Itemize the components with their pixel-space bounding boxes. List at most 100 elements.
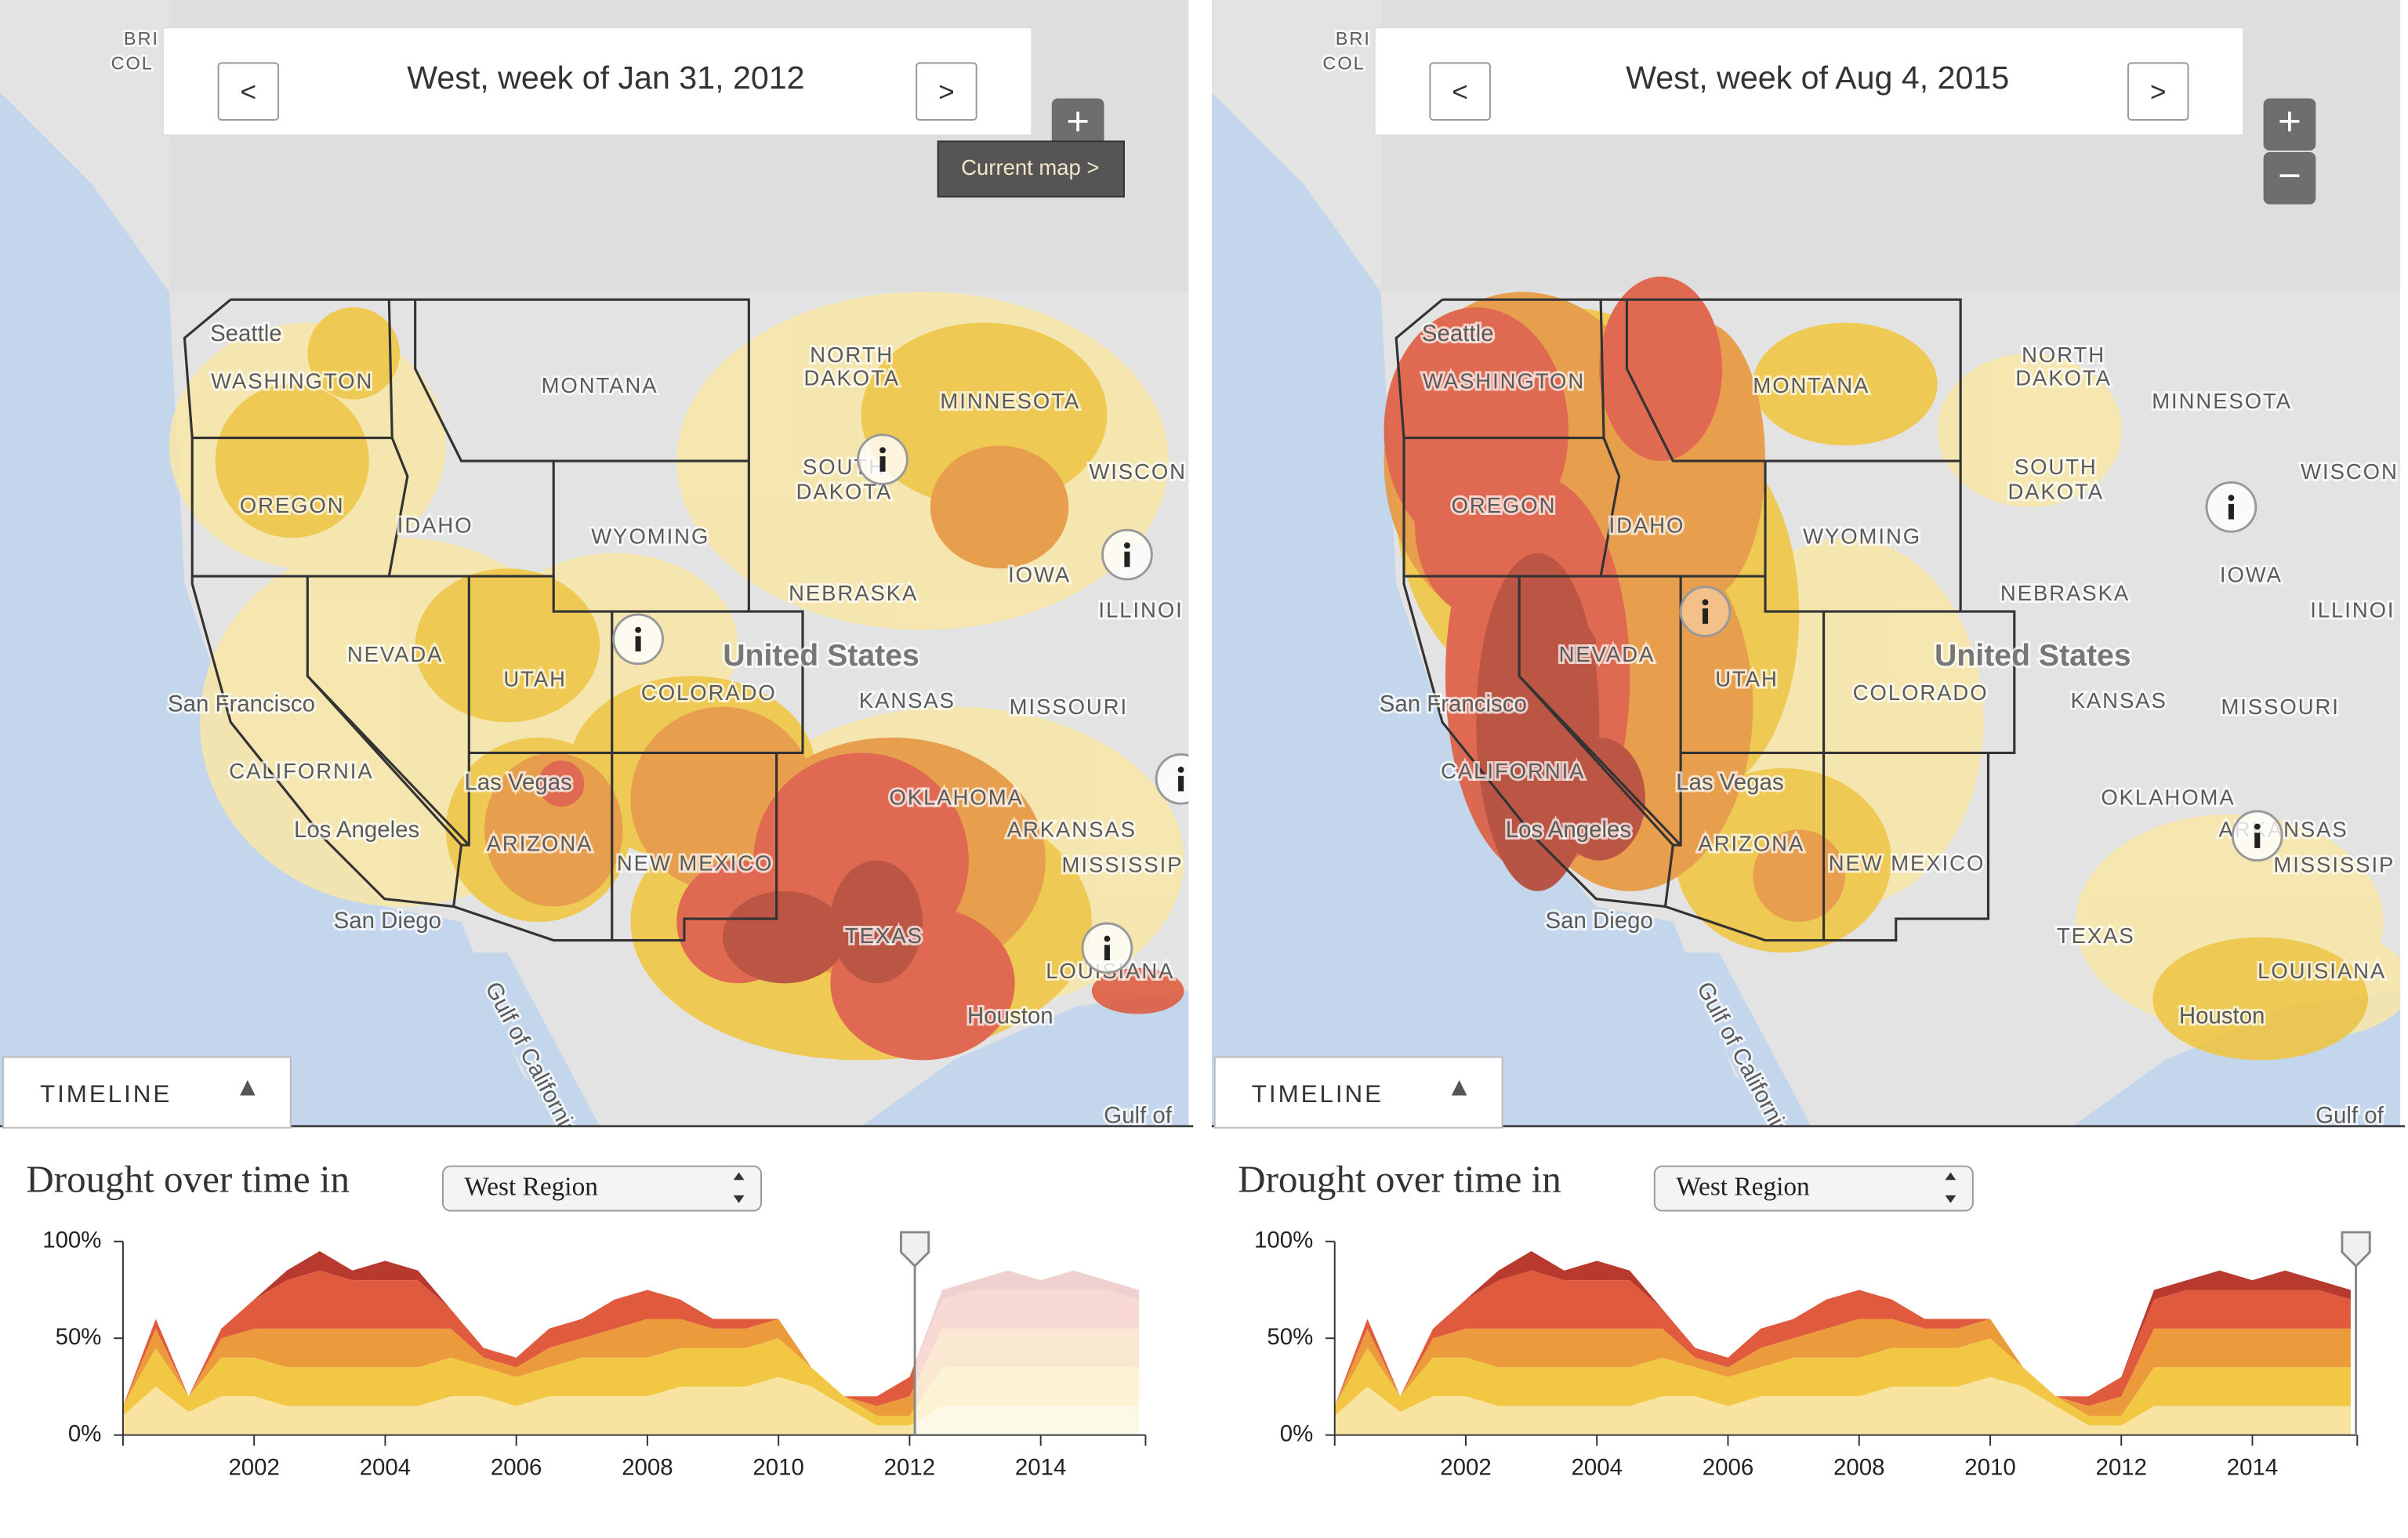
state-label: WYOMING: [1803, 524, 1921, 548]
zoom-in-button[interactable]: [1051, 98, 1104, 151]
y-tick-label: 0%: [68, 1420, 102, 1446]
select-arrows: [1945, 1172, 1956, 1181]
region-select[interactable]: [1653, 1165, 1974, 1212]
header-title: West, week of Aug 4, 2015: [1626, 60, 2009, 96]
prev-label[interactable]: <: [241, 77, 257, 107]
next-label[interactable]: >: [938, 77, 955, 107]
city-label: San Francisco: [168, 691, 315, 716]
state-borders: [1394, 298, 2016, 942]
next-label[interactable]: >: [2150, 77, 2167, 107]
info-button[interactable]: [612, 613, 664, 666]
info-stem: [2228, 503, 2234, 520]
x-tick-label: 2004: [1572, 1455, 1623, 1481]
x-tick-label: 2006: [491, 1455, 542, 1481]
collapse-arrow[interactable]: [240, 1079, 256, 1096]
drought-area: [2152, 937, 2368, 1061]
timeline-tab-label[interactable]: TIMELINE: [40, 1080, 172, 1108]
zoom-in-label[interactable]: +: [2278, 99, 2301, 143]
gulf-of-california: [461, 952, 600, 1126]
region-select-value[interactable]: West Region: [1676, 1173, 1810, 1202]
timeline-chart: [1334, 1251, 2351, 1435]
city-label: Los Angeles: [1506, 817, 1631, 843]
drought-area-series: [122, 1338, 1140, 1426]
state-label: NEBRASKA: [2000, 581, 2130, 605]
info-button[interactable]: [857, 433, 908, 485]
state-label: MINNESOTA: [2152, 389, 2292, 413]
zoom-out-label[interactable]: −: [2278, 153, 2301, 198]
region-select-value[interactable]: West Region: [464, 1173, 598, 1202]
timeline-heading: Drought over time in: [26, 1157, 350, 1200]
y-tick-label: 0%: [1280, 1420, 1314, 1446]
state-label: IDAHO: [1609, 513, 1685, 538]
marker-handle: [899, 1231, 930, 1268]
state-label: SOUTH: [2015, 455, 2098, 479]
tooltip-box[interactable]: [937, 140, 1125, 198]
header-box: [161, 27, 1033, 136]
drought-area-series: [122, 1319, 1140, 1416]
info-button[interactable]: [1679, 586, 1732, 637]
timeline-marker[interactable]: [2341, 1231, 2371, 1435]
select-arrows: [1945, 1195, 1956, 1203]
drought-area-series: [1334, 1319, 2351, 1416]
drought-area: [1937, 353, 2123, 507]
state-label: KANSAS: [2071, 688, 2167, 713]
state-label: OKLAHOMA: [890, 785, 1024, 809]
collapse-arrow[interactable]: [1451, 1079, 1467, 1096]
state-label: IOWA: [2220, 562, 2283, 586]
region-select[interactable]: [441, 1165, 763, 1212]
info-button[interactable]: [1101, 528, 1153, 581]
state-label: DAKOTA: [2015, 365, 2112, 390]
drought-area: [1550, 622, 1597, 669]
tooltip-text[interactable]: Current map >: [961, 155, 1099, 180]
ocean: [0, 92, 585, 1126]
state-label: MINNESOTA: [940, 389, 1080, 413]
prev-label[interactable]: <: [1452, 77, 1468, 107]
info-stem: [1178, 775, 1184, 792]
timeline-marker[interactable]: [899, 1231, 930, 1435]
info-stem: [635, 636, 641, 652]
info-button[interactable]: [2231, 810, 2283, 862]
info-button[interactable]: [1081, 922, 1133, 974]
x-tick-label: 2010: [752, 1455, 803, 1481]
state-label: NEVADA: [347, 642, 444, 666]
prev-button[interactable]: [1429, 62, 1491, 121]
zoom-in-label[interactable]: +: [1066, 99, 1090, 143]
drought-area: [538, 760, 585, 807]
state-label: ILLINOI: [1098, 597, 1183, 622]
state-label: OREGON: [240, 493, 345, 517]
city-label: Seattle: [1422, 321, 1494, 346]
prev-button[interactable]: [217, 62, 280, 121]
state-label: ARIZONA: [1698, 831, 1804, 855]
info-dot: [1104, 935, 1111, 942]
timeline-tab-label[interactable]: TIMELINE: [1252, 1080, 1384, 1108]
info-button[interactable]: [2205, 481, 2258, 533]
info-dot: [879, 447, 886, 454]
drought-area-series: [122, 1270, 1140, 1406]
drought-area: [830, 860, 923, 984]
state-label: NORTH: [2022, 343, 2105, 367]
info-dot: [1702, 599, 1709, 606]
info-button[interactable]: [1155, 753, 1206, 805]
info-dot: [1123, 542, 1130, 549]
state-label: DAKOTA: [803, 365, 900, 390]
next-button[interactable]: [2127, 62, 2189, 121]
timeline-chart: [122, 1251, 1140, 1435]
state-label: IOWA: [1008, 562, 1071, 586]
next-button[interactable]: [916, 62, 977, 121]
info-dot: [1177, 767, 1184, 773]
drought-area-series: [1334, 1377, 2351, 1435]
city-label: San Diego: [1545, 908, 1652, 934]
state-label: OREGON: [1452, 493, 1557, 517]
x-tick-label: 2002: [228, 1455, 279, 1481]
state-label: MISSOURI: [2221, 695, 2339, 719]
zoom-out-button[interactable]: [2263, 152, 2316, 205]
x-tick-label: 2004: [360, 1455, 411, 1481]
city-label: San Francisco: [1380, 691, 1527, 716]
zoom-in-button[interactable]: [2263, 98, 2316, 151]
city-label: Houston: [2179, 1003, 2265, 1028]
country-label: United States: [1935, 639, 2131, 673]
state-label: CALIFORNIA: [1441, 759, 1585, 783]
y-tick-label: 50%: [1267, 1324, 1313, 1350]
